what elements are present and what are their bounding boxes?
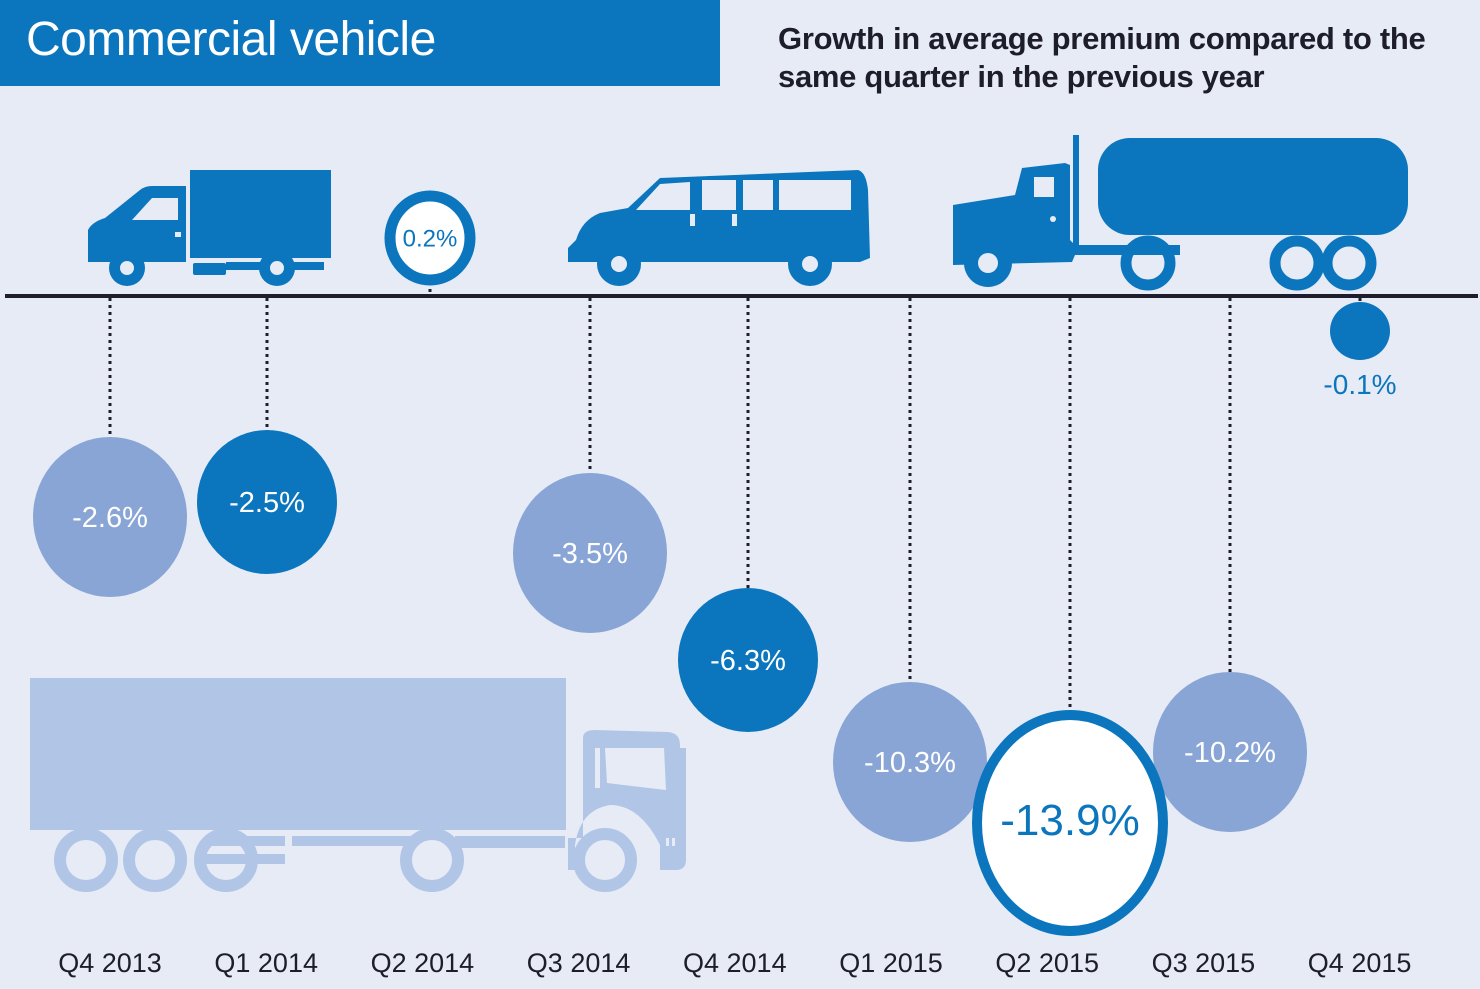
tanker-truck-icon (953, 135, 1408, 291)
bubble: -6.3% (678, 588, 818, 732)
data-label: -10.3% (864, 747, 956, 779)
x-tick-label: Q2 2015 (995, 948, 1099, 978)
data-label: -10.2% (1184, 737, 1276, 769)
page-title: Commercial vehicle (26, 13, 436, 66)
van-icon (568, 170, 870, 286)
bubble-circle (1330, 302, 1390, 360)
bubble-circle (197, 430, 337, 574)
x-tick-label: Q3 2014 (527, 948, 631, 978)
data-label: -0.1% (1323, 369, 1396, 400)
x-tick-label: Q1 2015 (839, 948, 943, 978)
x-tick-label: Q2 2014 (371, 948, 475, 978)
x-tick-label: Q4 2014 (683, 948, 787, 978)
data-label: -13.9% (1000, 796, 1139, 845)
bubble: -10.2% (1153, 672, 1307, 832)
bubble: -0.1% (1323, 302, 1397, 400)
x-tick-label: Q1 2014 (214, 948, 318, 978)
data-label: -2.6% (72, 502, 148, 534)
lorry-truck-icon (30, 678, 686, 892)
bubble-circle (678, 588, 818, 732)
bubble: -13.9% (972, 710, 1168, 936)
bubble: 0.2% (384, 190, 476, 286)
bubble-circle (33, 437, 187, 597)
data-label: -3.5% (552, 538, 628, 570)
bubble-circle (833, 682, 987, 842)
data-label: 0.2% (403, 225, 458, 252)
x-tick-label: Q3 2015 (1152, 948, 1256, 978)
bubble: -10.3% (833, 682, 987, 842)
box-truck-icon (88, 170, 331, 286)
chart-subtitle: Growth in average premium compared to th… (778, 21, 1426, 94)
data-label: -6.3% (710, 645, 786, 677)
data-label: -2.5% (229, 487, 305, 519)
title-bar: Commercial vehicle (0, 0, 720, 86)
x-tick-label: Q4 2013 (58, 948, 162, 978)
x-tick-label: Q4 2015 (1308, 948, 1412, 978)
bubble-circle (513, 473, 667, 633)
bubble: -2.6% (33, 437, 187, 597)
bubble-circle (384, 190, 476, 286)
bubble: -3.5% (513, 473, 667, 633)
bubble-circle (1153, 672, 1307, 832)
bubble-circle (972, 710, 1168, 936)
bubble: -2.5% (197, 430, 337, 574)
